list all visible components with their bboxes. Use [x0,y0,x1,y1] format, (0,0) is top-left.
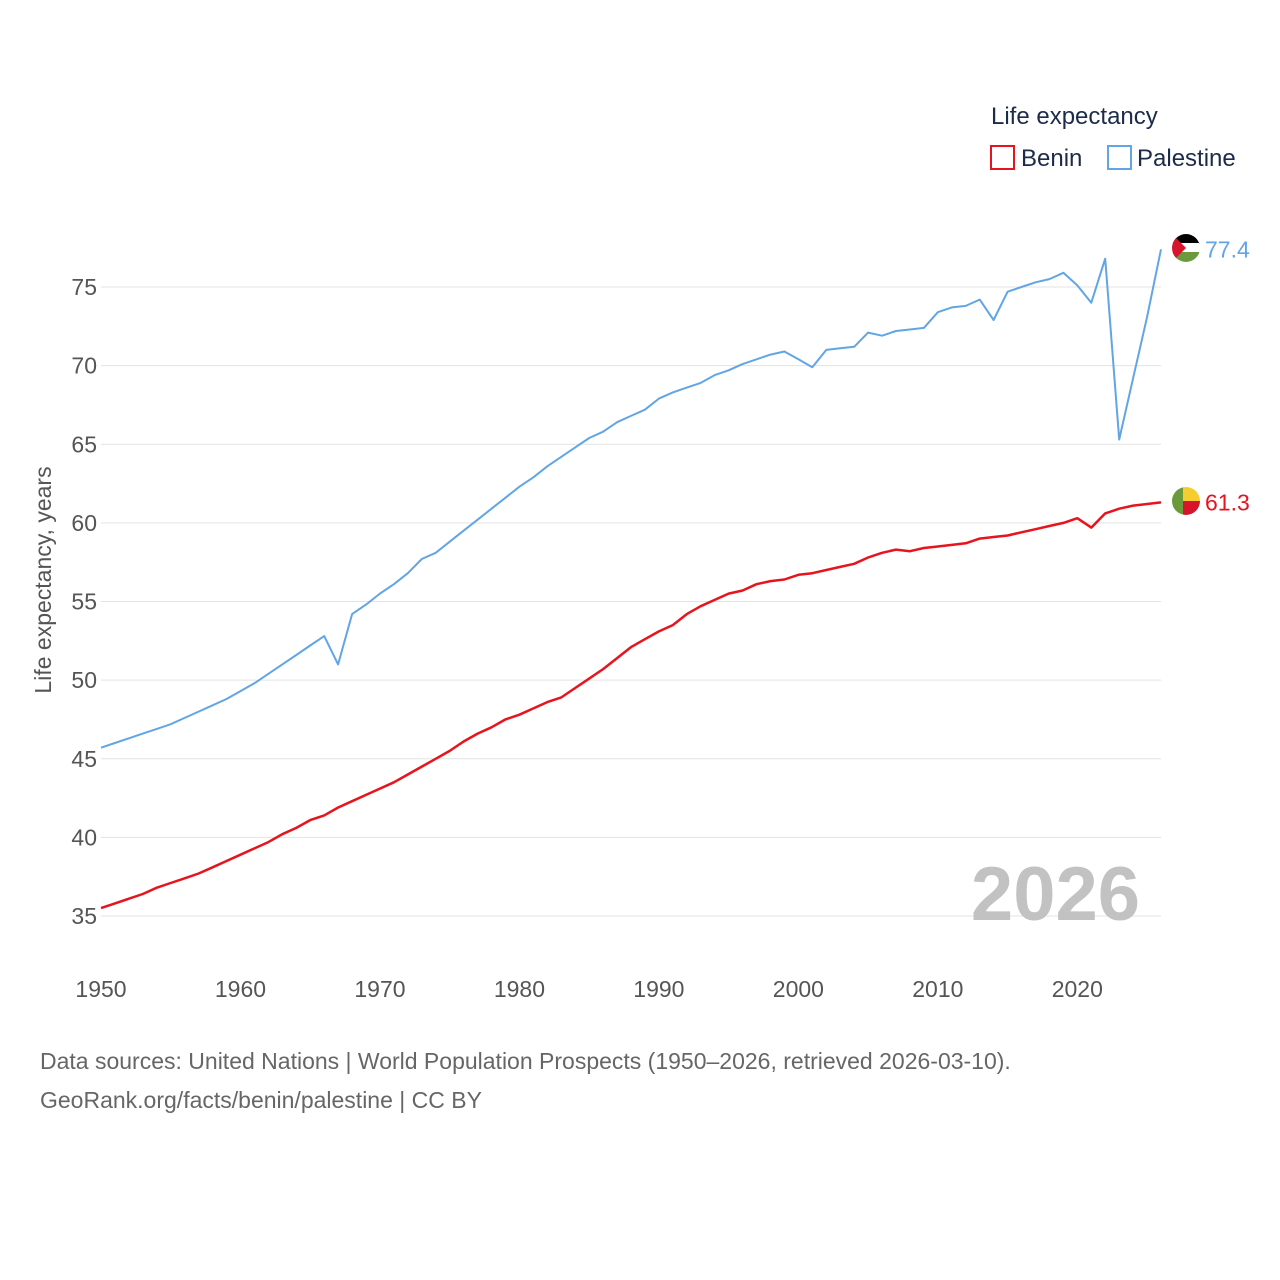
y-tick-label: 50 [71,667,97,693]
end-value-label-benin: 61.3 [1205,489,1250,515]
x-tick-label: 1980 [494,976,545,1002]
x-tick-label: 2020 [1052,976,1103,1002]
x-tick-label: 1970 [354,976,405,1002]
line-chart: 35 40 45 50 55 60 65 70 75 1950 1960 1970 1980 1990 2… [30,103,1250,1002]
x-tick-label: 1960 [215,976,266,1002]
y-axis-title: Life expectancy, years [30,466,56,693]
x-tick-label: 1990 [633,976,684,1002]
x-tick-label: 2010 [912,976,963,1002]
legend: Life expectancy Benin Palestine [990,103,1236,172]
y-tick-label: 40 [71,824,97,850]
legend-item-benin[interactable]: Benin [990,145,1082,172]
legend-swatch-benin [990,145,1015,170]
benin-flag-icon [1172,487,1200,515]
y-tick-label: 65 [71,431,97,457]
y-tick-label: 75 [71,274,97,300]
legend-swatch-palestine [1107,145,1132,170]
gridlines [101,286,1161,917]
legend-title: Life expectancy [991,103,1158,130]
legend-item-palestine[interactable]: Palestine [1107,145,1236,172]
y-tick-label: 35 [71,903,97,929]
data-source-note: Data sources: United Nations | World Pop… [40,1042,1260,1120]
palestine-flag-icon [1172,234,1200,262]
source-line: Data sources: United Nations | World Pop… [40,1048,1011,1074]
series-line-palestine [100,249,1162,749]
y-axis-ticks: 35 40 45 50 55 60 65 70 75 [71,274,97,929]
y-tick-label: 55 [71,589,97,615]
legend-label-benin: Benin [1021,145,1082,172]
x-tick-label: 2000 [773,976,824,1002]
year-watermark: 2026 [971,852,1140,937]
series-end-labels: 61.3 77.4 [1205,236,1250,515]
y-tick-label: 70 [71,353,97,379]
x-tick-label: 1950 [75,976,126,1002]
series-lines [100,249,1162,910]
x-axis-ticks: 1950 1960 1970 1980 1990 2000 2010 2020 [75,976,1102,1002]
credit-line[interactable]: GeoRank.org/facts/benin/palestine | CC B… [40,1087,482,1113]
y-tick-label: 60 [71,510,97,536]
legend-label-palestine: Palestine [1137,145,1236,172]
y-tick-label: 45 [71,746,97,772]
end-value-label-palestine: 77.4 [1205,236,1250,262]
series-line-benin [100,501,1162,910]
